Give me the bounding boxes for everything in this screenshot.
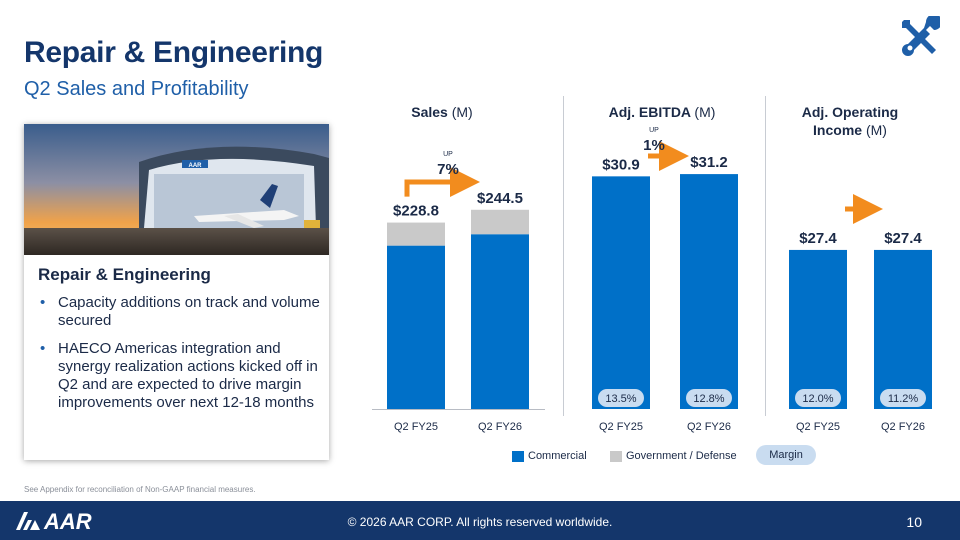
x-tick-label: Q2 FY25 — [394, 421, 438, 433]
bar-commercial — [471, 234, 529, 409]
x-tick-label: Q2 FY26 — [478, 421, 522, 433]
card-bullet: Capacity additions on track and volume s… — [38, 294, 323, 330]
chart-divider — [765, 96, 766, 416]
legend-margin-pill: Margin — [756, 445, 816, 465]
x-tick-label: Q2 FY26 — [881, 421, 925, 433]
bar-total-label: $27.4 — [884, 230, 922, 247]
bar-government — [471, 209, 529, 235]
change-direction-label: UP — [649, 127, 659, 134]
margin-pill — [686, 389, 732, 407]
wrench-screwdriver-icon — [902, 16, 940, 56]
legend-swatch-commercial — [512, 451, 524, 462]
legend-swatch-government — [610, 451, 622, 462]
hangar-sign: AAR — [189, 163, 203, 169]
summary-card: AAR Repair & Engineering Capacity additi… — [24, 124, 329, 460]
change-arrow — [404, 167, 480, 197]
ebitda-chart-title: Adj. EBITDA (M) — [608, 104, 716, 120]
bar-commercial — [789, 249, 847, 409]
copyright-text: © 2026 AAR CORP. All rights reserved wor… — [347, 515, 613, 529]
card-bullet: HAECO Americas integration and synergy r… — [38, 340, 323, 412]
margin-label: 12.8% — [693, 393, 724, 405]
aar-logo: AAR — [14, 508, 114, 539]
chart-divider — [563, 96, 564, 416]
margin-pill — [598, 389, 644, 407]
bar-total-label: $27.4 — [799, 230, 837, 247]
page-title: Repair & Engineering — [24, 36, 324, 69]
op-income-chart-title: Adj. Operating Income (M) — [801, 104, 899, 138]
hangar-photo: AAR — [24, 124, 329, 255]
margin-label: 11.2% — [888, 393, 919, 405]
bar-total-label: $31.2 — [690, 154, 728, 171]
sales-chart-title: Sales (M) — [411, 104, 473, 120]
x-tick-label: Q2 FY25 — [599, 421, 643, 433]
card-bullet-list: Capacity additions on track and volume s… — [38, 294, 323, 422]
bar-government — [387, 222, 445, 246]
margin-pill — [880, 389, 926, 407]
bar-commercial — [387, 245, 445, 409]
page-number: 10 — [906, 514, 922, 530]
legend-label-commercial: Commercial — [528, 450, 587, 462]
bar-commercial — [680, 174, 738, 409]
margin-label: 12.0% — [802, 393, 833, 405]
bar-commercial — [592, 176, 650, 409]
aar-logo-text: AAR — [43, 509, 92, 534]
footer-bar: AAR © 2026 AAR CORP. All rights reserved… — [0, 501, 960, 540]
change-direction-label: UP — [443, 151, 453, 158]
bar-total-label: $244.5 — [477, 190, 523, 207]
x-tick-label: Q2 FY25 — [796, 421, 840, 433]
bar-total-label: $228.8 — [393, 203, 439, 220]
bar-commercial — [874, 249, 932, 409]
card-heading: Repair & Engineering — [38, 265, 211, 284]
change-percent-label: 1% — [643, 137, 665, 154]
bar-total-label: $30.9 — [602, 156, 640, 173]
change-percent-label: 7% — [437, 161, 459, 178]
footnote: See Appendix for reconciliation of Non-G… — [24, 485, 256, 494]
page-subtitle: Q2 Sales and Profitability — [24, 78, 249, 100]
legend-label-government: Government / Defense — [626, 450, 737, 462]
margin-pill — [795, 389, 841, 407]
margin-label: 13.5% — [605, 393, 636, 405]
x-tick-label: Q2 FY26 — [687, 421, 731, 433]
